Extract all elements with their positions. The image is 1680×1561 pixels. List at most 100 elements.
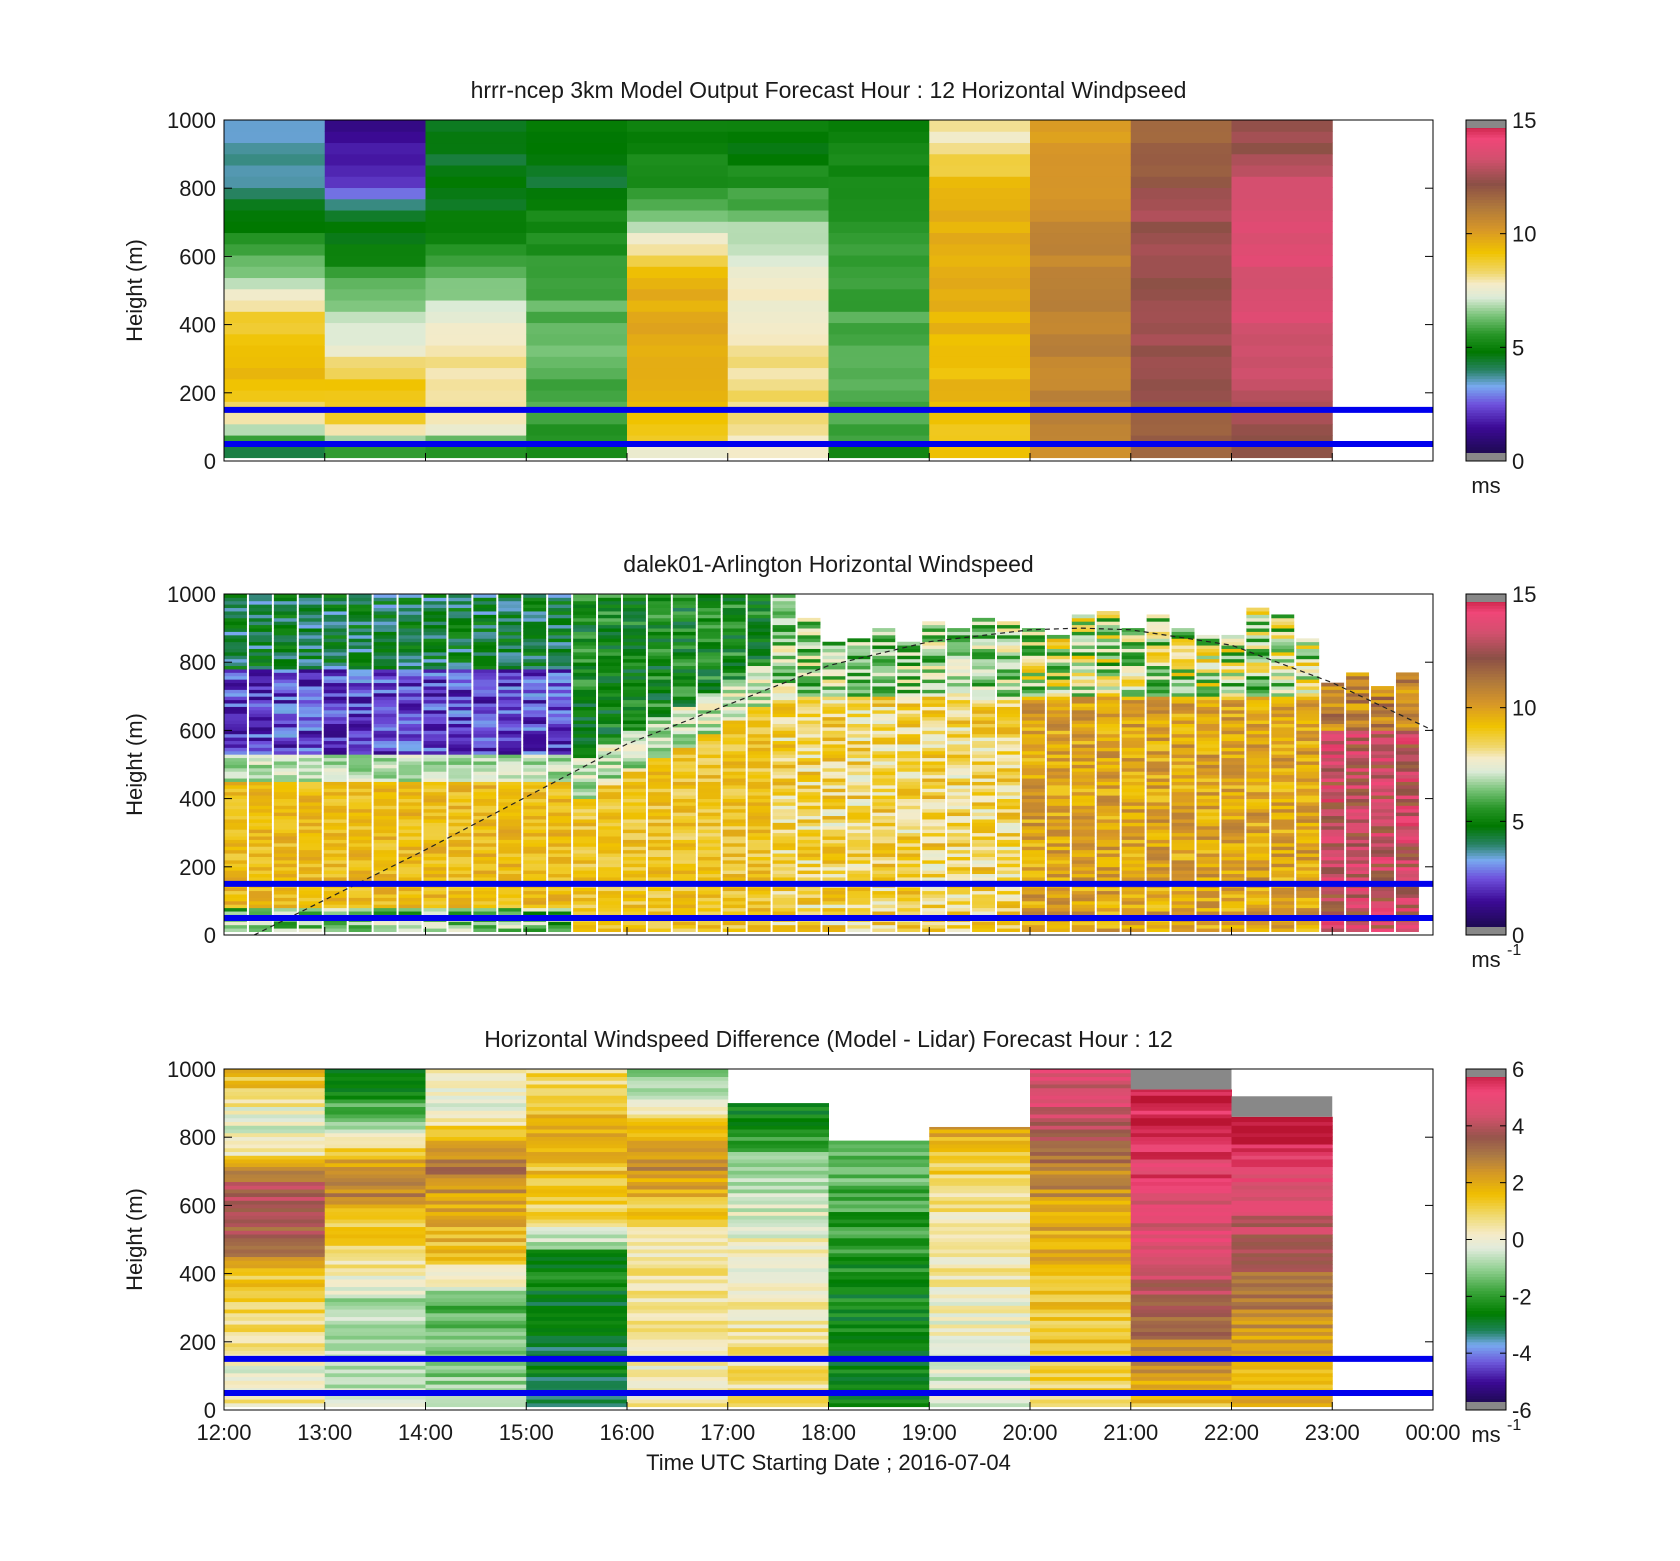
heatmap-cell [1130,243,1232,256]
heatmap-cell [398,611,422,615]
heatmap-cell [323,634,347,639]
heatmap-cell [1296,696,1320,701]
heatmap-cell [573,873,597,878]
heatmap-cell [1071,628,1095,632]
heatmap-cell [248,788,272,793]
heatmap-cell [348,709,372,714]
heatmap-cell [373,723,397,728]
heatmap-cell [323,740,347,745]
heatmap-cell [273,651,297,656]
heatmap-cell [1231,210,1333,222]
colorbar-under-cap [1466,453,1506,461]
heatmap-cell [872,781,896,786]
heatmap-cell [324,333,426,346]
heatmap-cell [1046,866,1070,871]
heatmap-cell [224,131,326,144]
heatmap-cell [1096,911,1120,915]
heatmap-cell [697,900,721,905]
heatmap-cell [1196,645,1220,649]
heatmap-cell [1196,897,1220,902]
heatmap-cell [672,675,696,680]
heatmap-cell [697,631,721,636]
heatmap-cell [1030,142,1132,155]
heatmap-cell [1246,730,1270,735]
heatmap-cell [1231,266,1333,279]
heatmap-cell [348,795,372,799]
heatmap-cell [997,750,1020,755]
heatmap-cell [548,802,572,806]
heatmap-cell [647,737,671,742]
heatmap-cell [323,890,347,895]
heatmap-cell [947,682,971,687]
heatmap-cell [398,723,422,728]
heatmap-cell [398,682,422,687]
heatmap-cell [1196,774,1220,779]
heatmap-cell [523,897,547,902]
heatmap-cell [747,675,771,680]
heatmap-cell [248,836,272,840]
heatmap-cell [273,709,297,714]
heatmap-cell [348,873,372,878]
heatmap-cell [1130,210,1232,222]
heatmap-cell [647,866,671,871]
heatmap-cell [797,839,821,844]
heatmap-cell [822,819,846,823]
heatmap-cell [1196,778,1220,782]
heatmap-cell [947,842,971,847]
heatmap-cell [398,658,422,663]
heatmap-cell [822,921,846,926]
heatmap-cell [224,412,326,425]
heatmap-cell [847,638,871,643]
heatmap-cell [1071,617,1095,622]
heatmap-cell [672,604,696,609]
heatmap-cell [922,870,946,875]
heatmap-cell [1271,754,1295,759]
heatmap-cell [647,778,671,782]
heatmap-cell [1146,645,1170,649]
heatmap-cell [498,638,522,643]
heatmap-cell [1171,873,1195,878]
heatmap-cell [797,631,821,636]
heatmap-cell [797,733,821,738]
heatmap-cell [373,662,397,667]
heatmap-cell [672,706,696,711]
heatmap-cell [872,805,896,810]
heatmap-cell [872,641,896,646]
heatmap-cell [697,672,721,677]
heatmap-cell [828,243,930,256]
heatmap-cell [1321,713,1345,718]
heatmap-cell [897,757,921,762]
heatmap-cell [722,648,746,653]
heatmap-cell [1046,812,1070,817]
heatmap-cell [273,825,297,830]
heatmap-cell [1321,812,1345,817]
heatmap-cell [423,672,447,677]
heatmap-cell [722,846,746,851]
heatmap-cell [672,808,696,813]
heatmap-cell [1371,692,1394,697]
lidar-column [1146,614,1170,932]
heatmap-cell [1346,812,1370,817]
heatmap-cell [997,781,1020,786]
heatmap-cell [1296,665,1320,670]
heatmap-cell [1096,614,1120,619]
heatmap-cell [947,631,971,636]
heatmap-cell [1071,904,1095,909]
heatmap-cell [1121,696,1145,701]
heatmap-cell [672,723,696,728]
heatmap-cell [324,412,426,425]
heatmap-cell [1395,856,1419,861]
heatmap-cell [1271,634,1295,639]
heatmap-cell [972,713,996,718]
heatmap-cell [997,798,1020,803]
heatmap-cell [929,356,1031,369]
heatmap-cell [1321,911,1345,915]
heatmap-cell [1121,900,1145,905]
heatmap-cell [273,682,297,687]
heatmap-cell [298,750,322,755]
heatmap-cell [1171,689,1195,694]
heatmap-cell [897,791,921,796]
heatmap-cell [747,611,771,615]
heatmap-cell [324,221,426,234]
heatmap-cell [423,846,447,851]
